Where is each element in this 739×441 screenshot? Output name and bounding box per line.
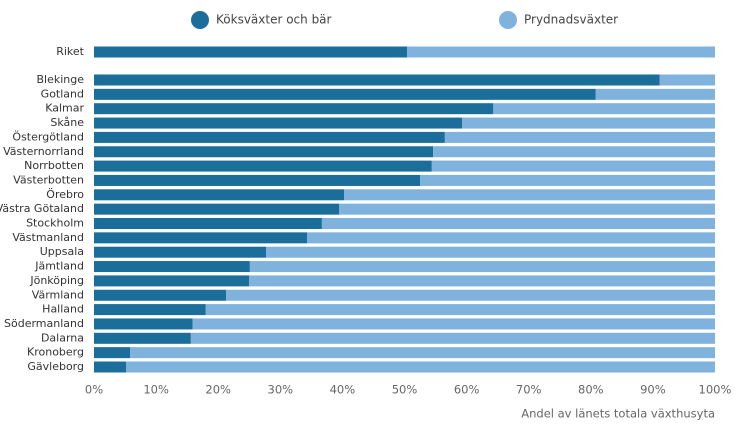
y-tick-label: Västernorrland [3, 145, 84, 158]
y-tick-label: Jämtland [34, 260, 84, 273]
x-tick-label: 90% [640, 383, 666, 397]
bar [94, 117, 463, 129]
y-tick-label: Stockholm [26, 217, 84, 230]
y-tick-label: Uppsala [40, 245, 84, 258]
bar [94, 146, 434, 158]
y-tick-label: Västmanland [12, 231, 84, 244]
bar [94, 261, 250, 273]
bar [94, 131, 445, 143]
bar [94, 203, 340, 215]
y-tick-label: Halland [42, 303, 84, 316]
x-tick-label: 0% [85, 383, 103, 397]
y-tick-label: Dalarna [41, 331, 84, 344]
bar [266, 246, 715, 258]
bar [94, 304, 206, 316]
bar [249, 261, 715, 273]
bar [94, 289, 227, 301]
bar [192, 318, 715, 330]
bar [339, 203, 715, 215]
bar [307, 232, 715, 244]
bar [94, 246, 267, 258]
y-tick-label: Riket [56, 45, 84, 58]
bar [431, 160, 715, 172]
y-tick-label: Norrbotten [24, 159, 84, 172]
y-tick-label: Jönköping [29, 274, 84, 287]
x-tick-label: 40% [330, 383, 356, 397]
bar [462, 117, 715, 129]
x-tick-label: 30% [268, 383, 294, 397]
bar [94, 318, 193, 330]
legend-label: Köksväxter och bär [216, 13, 332, 27]
legend-marker [191, 11, 209, 29]
bar [433, 146, 715, 158]
bar [344, 189, 715, 201]
bar [94, 218, 322, 229]
y-tick-label: Västra Götaland [0, 202, 84, 215]
y-tick-label: Skåne [50, 116, 84, 129]
bar [595, 88, 715, 100]
y-tick-label: Örebro [46, 188, 84, 201]
bar [249, 275, 715, 287]
bar [444, 131, 715, 143]
bar [94, 332, 191, 344]
bar [126, 361, 716, 373]
y-tick-label: Gävleborg [27, 360, 84, 373]
legend-marker [499, 11, 517, 29]
bar [226, 289, 715, 301]
bar [94, 103, 494, 115]
y-tick-label: Västerbotten [13, 173, 84, 186]
legend-label: Prydnadsväxter [524, 13, 618, 27]
bar [659, 74, 715, 86]
y-tick-label: Blekinge [36, 73, 84, 86]
bar [493, 103, 715, 115]
bar [94, 46, 407, 58]
y-tick-label: Värmland [32, 288, 84, 301]
bar [190, 332, 716, 344]
y-tick-label: Södermanland [4, 317, 84, 330]
x-tick-label: 20% [205, 383, 231, 397]
bar [94, 361, 127, 373]
x-tick-label: 50% [392, 383, 418, 397]
y-tick-label: Östergötland [12, 130, 84, 143]
x-axis-label: Andel av länets totala växthusyta [521, 407, 715, 421]
x-tick-label: 80% [578, 383, 604, 397]
y-tick-label: Kalmar [45, 102, 84, 115]
bar [406, 46, 715, 58]
bar [94, 160, 432, 172]
bar [94, 347, 131, 359]
y-tick-label: Kronoberg [27, 346, 84, 359]
x-tick-label: 60% [454, 383, 480, 397]
bar [321, 218, 715, 229]
x-tick-label: 70% [516, 383, 542, 397]
bar [94, 74, 660, 86]
bar [205, 304, 715, 316]
bar [420, 174, 715, 186]
bar [94, 275, 250, 287]
bar [94, 189, 345, 201]
bar [130, 347, 715, 359]
x-tick-label: 100% [699, 383, 732, 397]
y-tick-label: Gotland [41, 87, 84, 100]
x-tick-label: 10% [143, 383, 169, 397]
bar [94, 174, 421, 186]
bar [94, 232, 308, 244]
bar [94, 88, 596, 100]
